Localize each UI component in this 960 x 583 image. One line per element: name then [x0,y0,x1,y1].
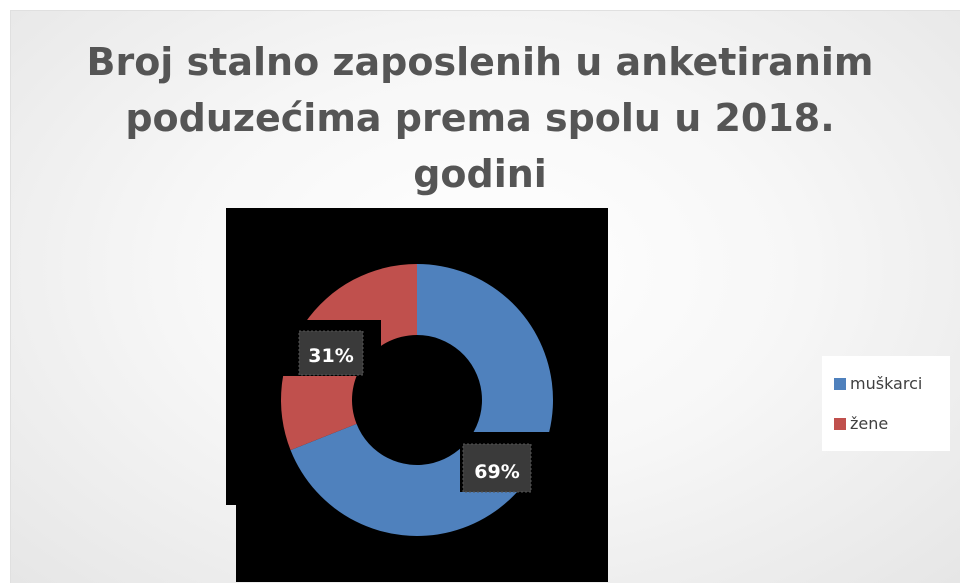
chart-title-line-2: poduzećima prema spolu u 2018. [125,96,835,140]
chart-title-line-3: godini [413,152,547,196]
data-label-zene: 31% [281,320,381,376]
legend-label-zene: žene [850,414,889,433]
legend-item-muskarci: muškarci [834,374,922,393]
legend: muškarci žene [822,356,950,451]
legend-swatch-zene [834,417,846,430]
legend-item-zene: žene [834,414,888,433]
svg-text:69%: 69% [474,461,519,483]
data-label-muskarci: 69% [460,432,560,493]
legend-swatch-muskarci [834,377,846,390]
chart-title-line-1: Broj stalno zaposlenih u anketiranim [86,40,874,84]
svg-text:31%: 31% [308,345,353,367]
legend-label-muskarci: muškarci [850,374,923,393]
data-labels: 69% 31% [281,320,560,493]
chart-title: Broj stalno zaposlenih u anketiranim pod… [0,34,960,202]
